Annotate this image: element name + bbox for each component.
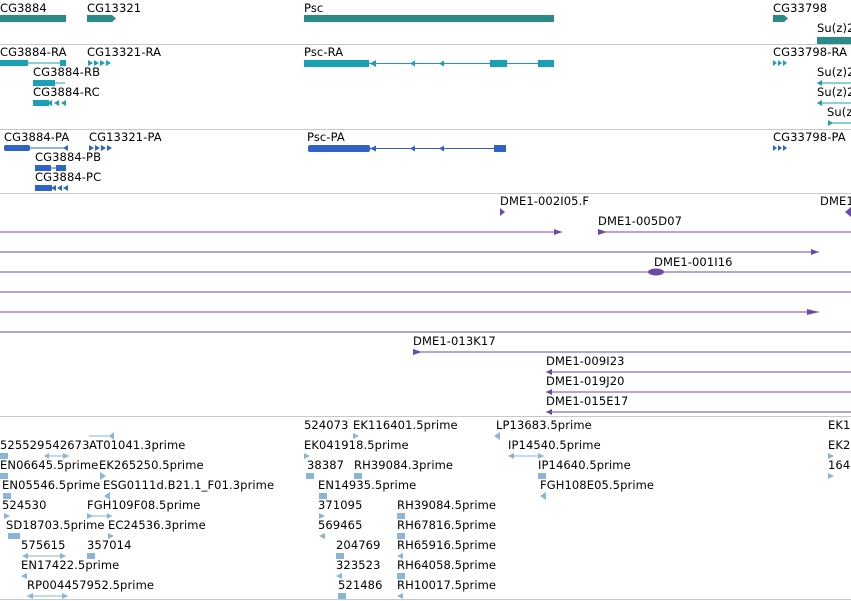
gene-label[interactable]: CG13321 xyxy=(87,1,142,15)
protein-label[interactable]: Psc-PA xyxy=(307,130,345,144)
est-label[interactable]: EK1 xyxy=(828,418,851,432)
est-label[interactable]: EK2 xyxy=(828,438,851,452)
est-label[interactable]: EN17422.5prime xyxy=(21,558,120,572)
transcript-label[interactable]: Su(z)2 xyxy=(817,85,851,99)
gene-label[interactable]: CG33798 xyxy=(773,1,828,15)
protein-feature xyxy=(35,165,68,191)
clone-label[interactable]: DME1-019J20 xyxy=(546,374,625,388)
est-label[interactable]: RH67816.5prime xyxy=(397,518,497,532)
est-label[interactable]: RH64058.5prime xyxy=(397,558,497,572)
clone-feature xyxy=(0,207,851,415)
est-label[interactable]: 525529 xyxy=(0,438,45,452)
est-label[interactable]: EC24536.3prime xyxy=(108,518,206,532)
gene-track: CG3884 CG13321 Psc CG33798 Su(z)2 xyxy=(0,0,851,44)
est-label[interactable]: EK116401.5prime xyxy=(353,418,458,432)
est-label[interactable]: RP004457952.5prime xyxy=(27,578,155,592)
transcript-feature xyxy=(88,60,111,66)
est-label[interactable]: LP13683.5prime xyxy=(496,418,592,432)
est-glyphs xyxy=(0,432,834,599)
protein-feature xyxy=(89,145,112,151)
transcript-track: CG3884-RA CG13321-RA CG3884-RB CG3884-RC… xyxy=(0,45,851,129)
transcript-feature xyxy=(817,80,851,126)
transcript-feature xyxy=(304,60,554,67)
est-label[interactable]: IP14540.5prime xyxy=(508,438,601,452)
clone-label[interactable]: DME1-015E17 xyxy=(546,394,629,408)
gene-feature xyxy=(304,15,554,22)
transcript-label[interactable]: Psc-RA xyxy=(304,45,344,59)
track-divider xyxy=(0,599,851,600)
protein-label[interactable]: CG3884-PB xyxy=(35,150,102,164)
est-label[interactable]: 164 xyxy=(828,458,851,472)
transcript-label[interactable]: CG13321-RA xyxy=(87,45,162,59)
gene-label[interactable]: Psc xyxy=(304,1,324,15)
protein-feature xyxy=(308,145,506,152)
transcript-feature xyxy=(0,60,66,66)
protein-label[interactable]: CG33798-PA xyxy=(773,130,846,144)
est-label[interactable]: RH39084.5prime xyxy=(397,498,497,512)
est-track: 525529 542673 AT01041.3prime EN06645.5pr… xyxy=(0,417,851,599)
transcript-label[interactable]: CG33798-RA xyxy=(773,45,848,59)
est-label[interactable]: IP14640.5prime xyxy=(538,458,631,472)
transcript-feature xyxy=(33,80,66,106)
est-label[interactable]: 524073 xyxy=(304,418,349,432)
est-label[interactable]: 524530 xyxy=(2,498,47,512)
track-divider xyxy=(0,44,851,45)
est-label[interactable]: 371095 xyxy=(318,498,363,512)
est-label[interactable]: RH10017.5prime xyxy=(397,578,497,592)
gene-feature xyxy=(87,15,116,22)
est-label[interactable]: 357014 xyxy=(87,538,132,552)
protein-label[interactable]: CG13321-PA xyxy=(89,130,162,144)
est-label[interactable]: 575615 xyxy=(21,538,66,552)
est-label[interactable]: FGH109F08.5prime xyxy=(87,498,201,512)
est-label[interactable]: 521486 xyxy=(338,578,383,592)
clone-label[interactable]: DME1-002I05.F xyxy=(500,194,590,208)
transcript-label[interactable]: CG3884-RA xyxy=(0,45,67,59)
clone-label[interactable]: DME1-009I23 xyxy=(546,354,625,368)
est-feature xyxy=(0,432,834,599)
gene-feature xyxy=(773,15,788,22)
track-divider xyxy=(0,129,851,130)
est-label[interactable]: AT01041.3prime xyxy=(89,438,186,452)
clone-track: DME1-002I05.F DME1 DME1-005D07 DME1-001I… xyxy=(0,194,851,416)
transcript-label[interactable]: Su(z)2 xyxy=(827,105,851,119)
est-label[interactable]: 542673 xyxy=(45,438,90,452)
gene-label[interactable]: Su(z)2 xyxy=(817,21,851,35)
est-label[interactable]: 323523 xyxy=(336,558,381,572)
gene-feature xyxy=(817,37,851,44)
est-label[interactable]: RH39084.3prime xyxy=(354,458,454,472)
protein-label[interactable]: CG3884-PC xyxy=(35,170,102,184)
gene-glyphs xyxy=(0,15,851,44)
est-label[interactable]: 38387 xyxy=(307,458,345,472)
protein-glyphs xyxy=(4,145,787,191)
transcript-label[interactable]: CG3884-RB xyxy=(33,65,101,79)
est-label[interactable]: EN06645.5prime xyxy=(0,458,99,472)
track-divider xyxy=(0,416,851,417)
est-label[interactable]: FGH108E05.5prime xyxy=(540,478,655,492)
est-label[interactable]: 204769 xyxy=(336,538,381,552)
protein-feature xyxy=(773,145,787,151)
clone-label[interactable]: DME1-013K17 xyxy=(413,334,496,348)
clone-label[interactable]: DME1-001I16 xyxy=(654,255,733,269)
est-label[interactable]: EK265250.5prime xyxy=(99,458,204,472)
transcript-label[interactable]: Su(z)2 xyxy=(817,65,851,79)
est-label[interactable]: 569465 xyxy=(318,518,363,532)
protein-feature xyxy=(4,145,68,151)
clone-glyphs xyxy=(0,207,851,415)
clone-label[interactable]: DME1-005D07 xyxy=(598,214,683,228)
est-label[interactable]: EK041918.5prime xyxy=(304,438,409,452)
est-label[interactable]: EN05546.5prime xyxy=(2,478,101,492)
transcript-glyphs xyxy=(0,60,851,126)
transcript-feature xyxy=(773,60,787,66)
transcript-label[interactable]: CG3884-RC xyxy=(33,85,100,99)
est-label[interactable]: RH65916.5prime xyxy=(397,538,497,552)
track-divider xyxy=(0,193,851,194)
protein-label[interactable]: CG3884-PA xyxy=(4,130,70,144)
gene-feature xyxy=(0,15,66,22)
est-label[interactable]: SD18703.5prime xyxy=(6,518,105,532)
protein-track: CG3884-PA CG13321-PA CG3884-PB CG3884-PC… xyxy=(0,130,851,193)
clone-label[interactable]: DME1 xyxy=(820,194,851,208)
est-label[interactable]: EN14935.5prime xyxy=(318,478,417,492)
gene-label[interactable]: CG3884 xyxy=(0,1,47,15)
est-label[interactable]: ESG0111d.B21.1_F01.3prime xyxy=(103,478,275,492)
